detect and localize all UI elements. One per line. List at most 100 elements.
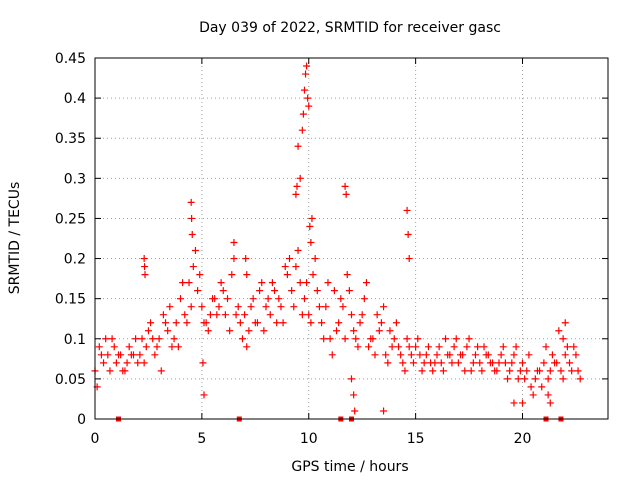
data-point xyxy=(298,126,306,134)
data-point xyxy=(392,319,400,327)
data-point xyxy=(469,359,477,367)
data-point xyxy=(403,335,411,343)
data-point xyxy=(333,327,341,335)
data-point xyxy=(516,367,524,375)
data-point xyxy=(476,359,484,367)
data-point xyxy=(187,303,195,311)
data-point xyxy=(328,351,336,359)
data-point xyxy=(108,335,116,343)
chart-title: Day 039 of 2022, SRMTID for receiver gas… xyxy=(199,20,501,36)
data-point xyxy=(185,279,193,287)
data-point xyxy=(174,343,182,351)
data-point xyxy=(159,311,167,319)
data-point xyxy=(110,343,118,351)
data-point xyxy=(527,383,535,391)
data-point xyxy=(523,367,531,375)
data-point xyxy=(286,255,294,263)
data-point xyxy=(238,335,246,343)
data-point xyxy=(510,399,518,407)
x-tick-label: 20 xyxy=(514,431,532,447)
data-point xyxy=(546,399,554,407)
data-point xyxy=(153,343,161,351)
data-point xyxy=(136,351,144,359)
data-point xyxy=(495,359,503,367)
data-point xyxy=(478,367,486,375)
data-point xyxy=(243,343,251,351)
data-point xyxy=(525,351,533,359)
data-point xyxy=(318,319,326,327)
data-point xyxy=(224,295,232,303)
data-point xyxy=(350,391,358,399)
data-point xyxy=(306,222,314,230)
x-tick-label: 10 xyxy=(300,431,318,447)
axis-ticks: 0 0.05 0.1 0.15 0.2 0.25 0.3 0.35 0.4 0.45 0 5 10 15 2… xyxy=(55,51,608,447)
data-point xyxy=(199,359,207,367)
data-point xyxy=(266,311,274,319)
data-point xyxy=(258,279,266,287)
data-point xyxy=(342,190,350,198)
data-point xyxy=(273,319,281,327)
data-point xyxy=(305,102,313,110)
data-point xyxy=(123,359,131,367)
data-point xyxy=(299,110,307,118)
data-point xyxy=(147,319,155,327)
data-point xyxy=(499,343,507,351)
data-point xyxy=(544,391,552,399)
data-point xyxy=(119,367,127,375)
data-point xyxy=(277,303,285,311)
data-point xyxy=(416,351,424,359)
data-point xyxy=(561,351,569,359)
data-point xyxy=(380,407,388,415)
data-point xyxy=(100,359,108,367)
data-point xyxy=(177,295,184,303)
data-point xyxy=(293,182,301,190)
data-point xyxy=(480,343,488,351)
data-point xyxy=(189,263,197,271)
data-point xyxy=(200,391,208,399)
data-point xyxy=(431,359,439,367)
data-point xyxy=(243,271,251,279)
data-point xyxy=(371,351,379,359)
data-point xyxy=(164,327,172,335)
data-point xyxy=(375,327,383,335)
data-point xyxy=(97,351,105,359)
y-tick-label: 0 xyxy=(77,412,86,428)
data-point xyxy=(546,367,554,375)
data-point xyxy=(405,343,413,351)
data-point xyxy=(435,343,443,351)
data-point xyxy=(373,311,381,319)
data-point xyxy=(292,263,300,271)
data-point xyxy=(450,343,458,351)
data-point xyxy=(529,391,537,399)
data-point xyxy=(191,247,199,255)
data-point xyxy=(514,375,522,383)
data-point xyxy=(521,375,529,383)
data-point xyxy=(249,295,257,303)
data-point xyxy=(399,359,407,367)
data-point xyxy=(144,327,152,335)
data-point xyxy=(322,303,330,311)
data-point xyxy=(245,327,253,335)
data-point xyxy=(444,351,452,359)
data-point xyxy=(388,343,396,351)
data-point xyxy=(311,255,319,263)
data-point xyxy=(531,375,539,383)
data-point xyxy=(181,311,189,319)
data-point xyxy=(234,303,242,311)
data-point xyxy=(236,319,244,327)
data-point xyxy=(149,335,157,343)
data-point xyxy=(358,311,366,319)
data-point xyxy=(213,311,221,319)
data-point xyxy=(424,343,432,351)
data-point xyxy=(330,287,338,295)
data-point xyxy=(467,367,475,375)
data-point xyxy=(134,359,142,367)
data-point xyxy=(544,375,552,383)
data-point xyxy=(155,335,163,343)
data-point xyxy=(504,375,512,383)
data-point xyxy=(302,70,310,78)
y-tick-label: 0.4 xyxy=(64,91,86,107)
data-point xyxy=(397,351,405,359)
data-point xyxy=(390,335,398,343)
data-point xyxy=(247,303,255,311)
